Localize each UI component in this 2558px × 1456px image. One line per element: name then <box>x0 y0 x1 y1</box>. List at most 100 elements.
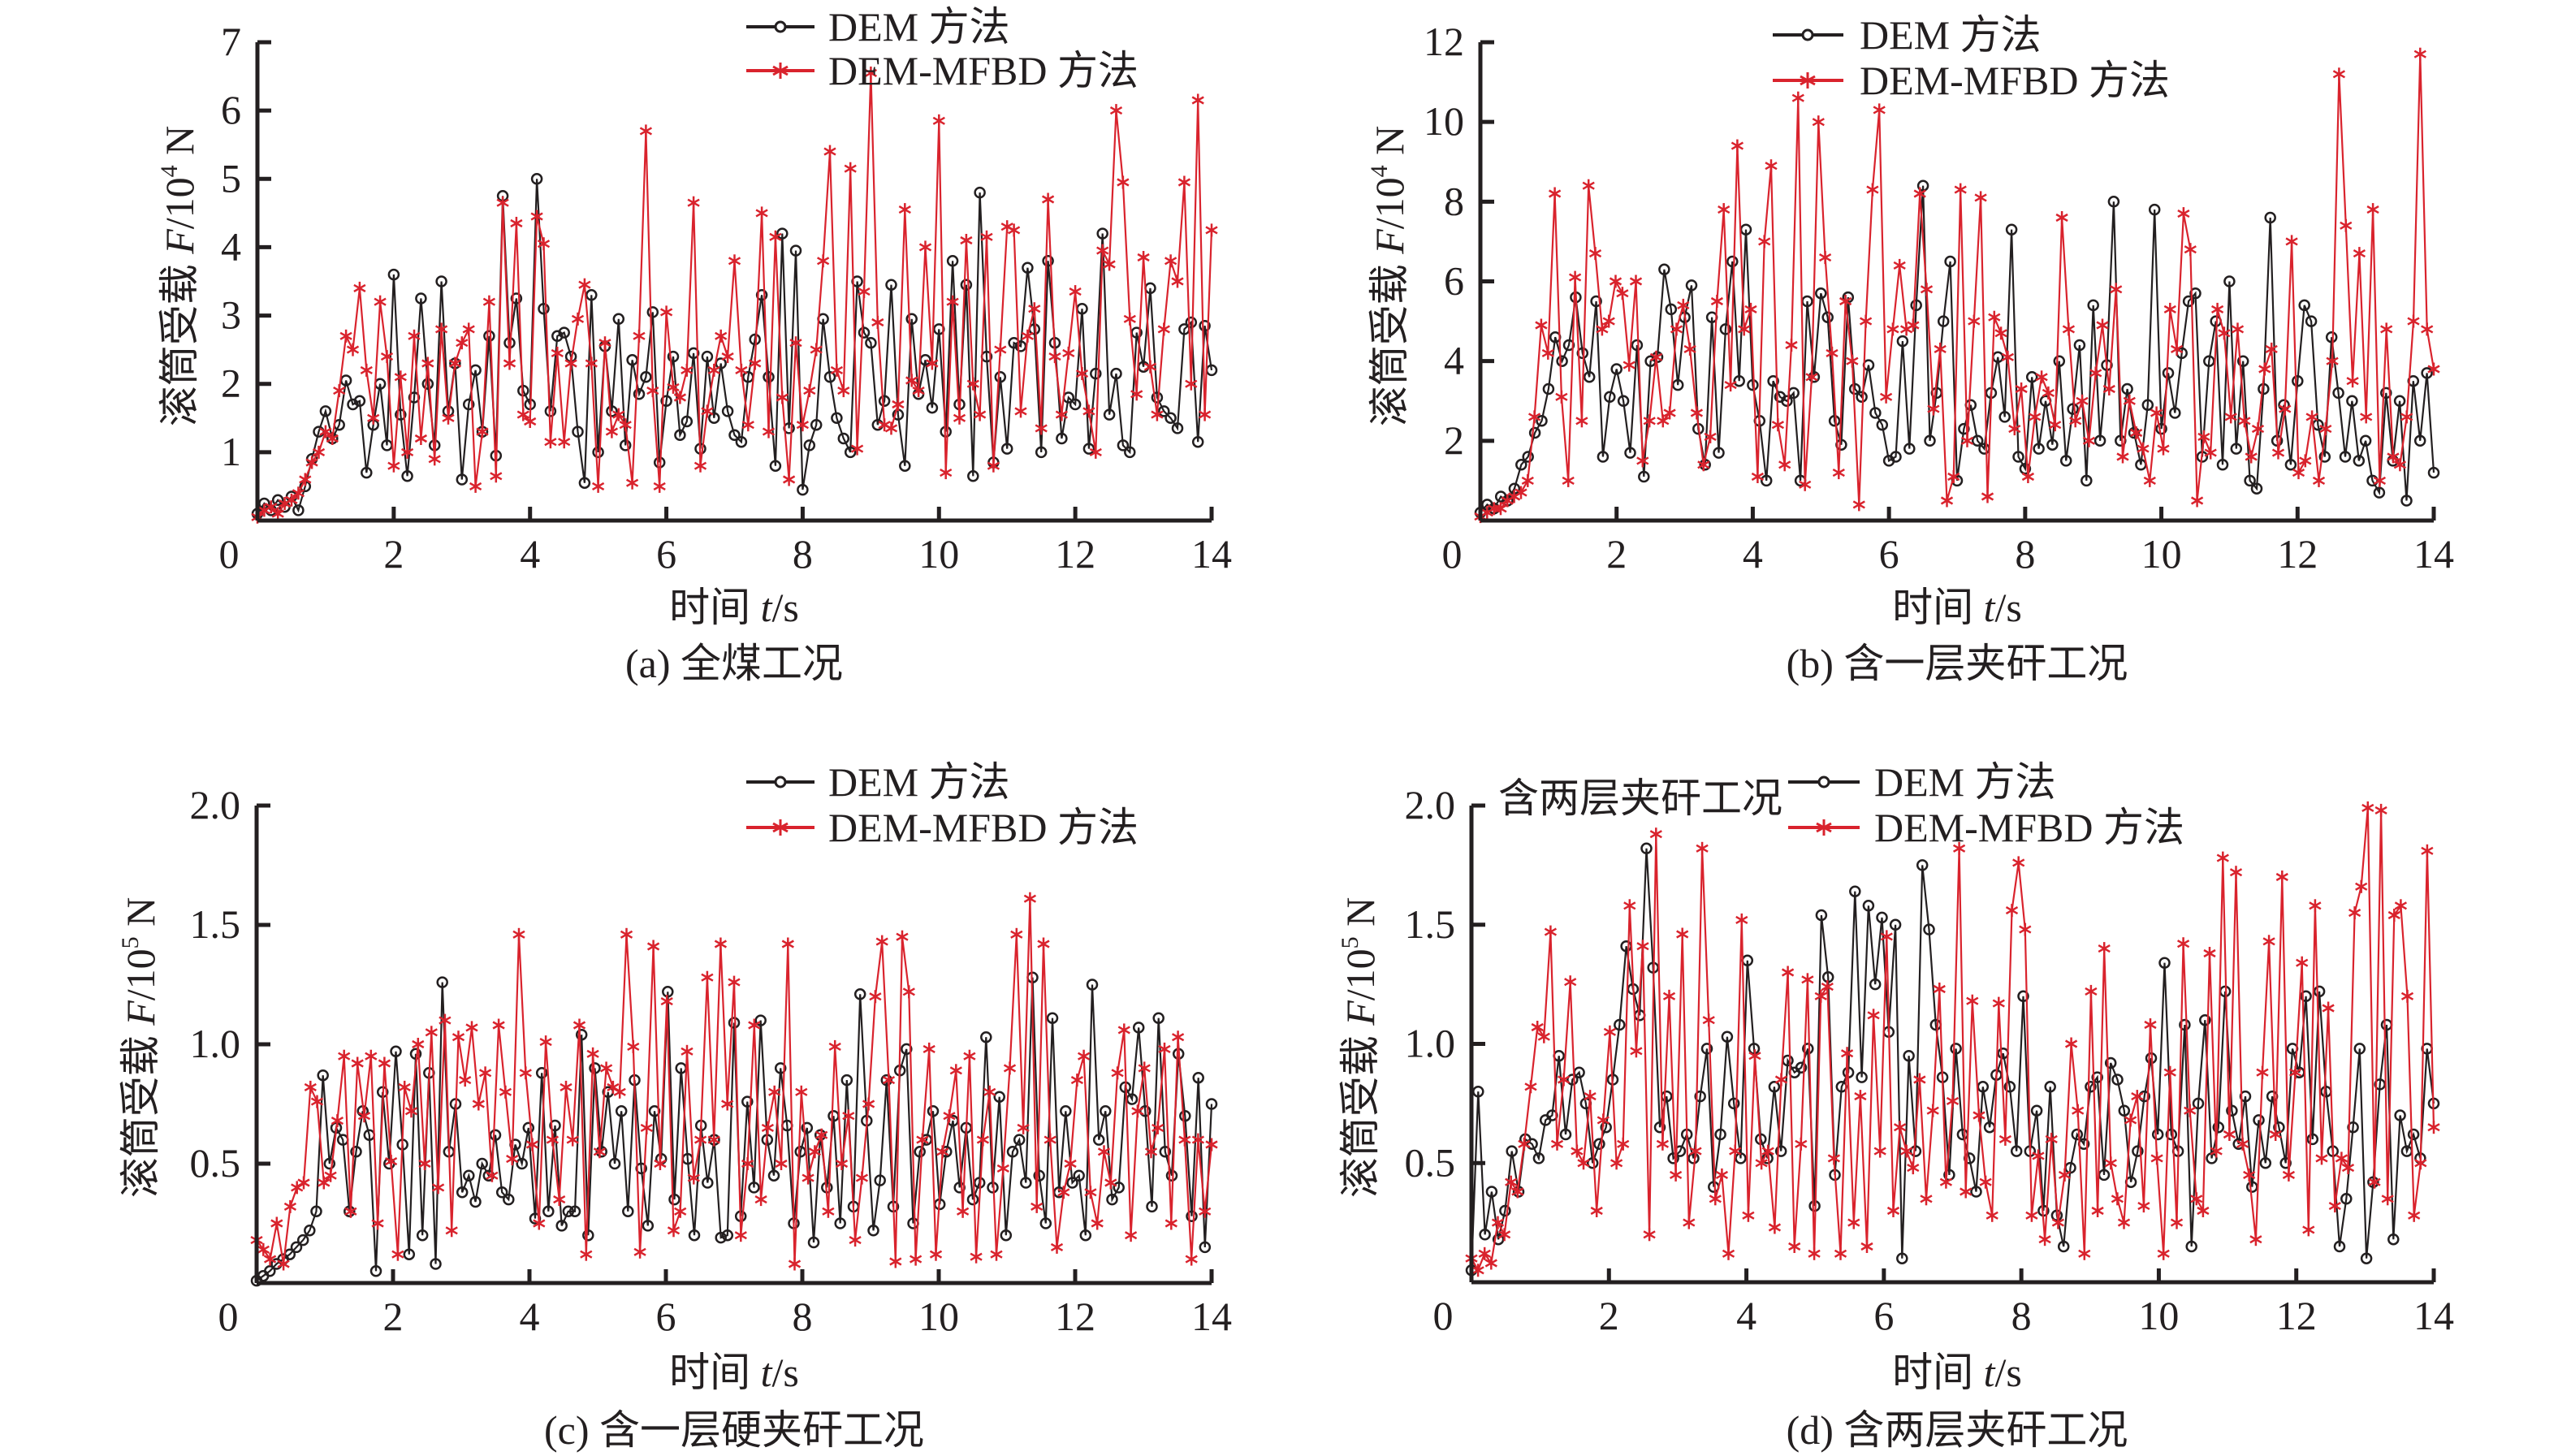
star-stroke <box>1028 305 1041 313</box>
star-stroke <box>2355 882 2368 891</box>
star-stroke <box>456 339 469 348</box>
data-point-dem-mfbd <box>326 432 339 445</box>
data-point-dem-mfbd <box>1077 1049 1091 1063</box>
legend-item-dem[interactable]: DEM 方法 <box>746 759 1010 805</box>
data-point-dem-mfbd <box>2157 442 2170 456</box>
star-stroke <box>1588 249 1602 258</box>
data-point-dem-mfbd <box>896 930 909 944</box>
data-point-dem-mfbd <box>823 145 836 158</box>
star-stroke <box>2360 413 2373 421</box>
star-stroke <box>781 940 794 948</box>
legend-item-mfbd[interactable]: DEM-MFBD 方法 <box>1788 805 2184 850</box>
data-point-dem-mfbd <box>2380 322 2393 336</box>
star-stroke <box>855 1173 869 1182</box>
star-stroke <box>1735 915 1748 924</box>
star-stroke <box>265 503 278 512</box>
data-point-dem <box>1158 405 1170 417</box>
star-stroke <box>2184 245 2197 254</box>
data-point-dem-mfbd <box>2072 1104 2085 1117</box>
star-stroke <box>2427 1123 2440 1132</box>
data-point-dem-mfbd <box>721 1097 734 1111</box>
star-stroke <box>1774 1075 1788 1084</box>
star-stroke <box>789 339 802 348</box>
data-point-dem-mfbd <box>1096 244 1109 257</box>
data-point-dem-mfbd <box>2137 1199 2150 1213</box>
star-stroke <box>878 421 891 430</box>
star-stroke <box>837 387 850 395</box>
data-point-dem <box>899 460 911 472</box>
data-point-dem <box>2313 985 2326 998</box>
legend-item-mfbd[interactable]: DEM-MFBD 方法 <box>746 805 1139 850</box>
y-tick-label: 0.5 <box>190 1140 241 1186</box>
star-stroke <box>2129 428 2143 438</box>
star-stroke <box>1643 417 1656 426</box>
data-point-dem <box>1848 382 1861 395</box>
data-point-dem <box>2059 455 2072 467</box>
data-point-dem <box>555 1220 568 1232</box>
star-stroke <box>2163 1068 2176 1077</box>
data-point-dem-mfbd <box>1497 1228 1511 1242</box>
star-stroke <box>1062 348 1075 357</box>
data-point-dem-mfbd <box>1191 1133 1205 1147</box>
data-point-dem-mfbd <box>905 374 918 387</box>
data-point-dem-mfbd <box>980 230 993 244</box>
legend-item-dem[interactable]: DEM 方法 <box>746 4 1010 50</box>
star-stroke <box>844 164 857 173</box>
data-point-dem <box>1614 1018 1626 1031</box>
star-stroke <box>1744 305 1757 313</box>
star-stroke <box>1907 321 1920 330</box>
star-stroke <box>788 1259 802 1268</box>
star-stroke <box>283 1202 297 1211</box>
star-stroke <box>1781 968 1795 977</box>
data-point-dem <box>748 1182 760 1194</box>
data-point-dem-mfbd <box>1690 406 1704 420</box>
data-point-dem <box>2305 315 2318 327</box>
data-point-dem <box>469 1195 482 1208</box>
caption-a: (a) 全煤工况 <box>625 641 843 686</box>
data-point-dem <box>927 1105 940 1117</box>
legend-item-dem[interactable]: DEM 方法 <box>1773 12 2042 58</box>
star-stroke <box>297 1178 310 1187</box>
data-point-dem-mfbd <box>305 456 318 469</box>
data-point-dem-mfbd <box>2292 466 2305 480</box>
data-point-dem-mfbd <box>1584 1090 1597 1104</box>
data-point-dem-mfbd <box>1007 223 1021 237</box>
data-point-dem-mfbd <box>573 1018 586 1032</box>
data-point-dem-mfbd <box>694 459 707 473</box>
data-point-dem <box>633 388 646 400</box>
data-point-dem-mfbd <box>1840 1047 1854 1061</box>
star-stroke <box>983 1087 996 1096</box>
data-point-dem-mfbd <box>560 1080 573 1094</box>
data-point-dem <box>2003 1081 2016 1093</box>
legend-item-dem[interactable]: DEM 方法 <box>1788 759 2056 805</box>
star-stroke <box>1548 189 1562 198</box>
data-point-dem <box>1671 378 1684 391</box>
circle-marker-icon <box>774 776 787 788</box>
star-stroke <box>2380 325 2393 334</box>
data-point-dem-mfbd <box>687 196 700 210</box>
star-stroke <box>442 413 455 422</box>
data-point-dem-mfbd <box>2157 1246 2170 1260</box>
data-point-dem-mfbd <box>837 384 850 398</box>
data-point-dem <box>2085 1081 2097 1093</box>
star-stroke <box>439 1016 452 1025</box>
data-point-dem <box>1014 340 1027 352</box>
data-point-dem-mfbd <box>452 1030 465 1044</box>
data-point-dem <box>1082 443 1095 455</box>
data-point-dem-mfbd <box>2116 450 2129 464</box>
star-stroke <box>1702 1016 1715 1025</box>
data-point-dem-mfbd <box>822 1204 835 1218</box>
star-stroke <box>1710 296 1724 306</box>
data-point-dem-mfbd <box>586 1047 599 1061</box>
data-point-dem-mfbd <box>1070 1074 1084 1087</box>
data-point-dem <box>1714 1128 1726 1141</box>
star-stroke <box>533 1219 546 1228</box>
data-point-dem-mfbd <box>1031 1199 1044 1213</box>
data-point-dem <box>642 1220 655 1232</box>
star-stroke <box>2326 356 2339 365</box>
legend-item-mfbd[interactable]: DEM-MFBD 方法 <box>1773 58 2170 103</box>
data-point-dem-mfbd <box>1683 1216 1696 1229</box>
data-point-dem <box>1576 347 1589 360</box>
legend-item-mfbd[interactable]: DEM-MFBD 方法 <box>746 48 1139 93</box>
data-point-dem-mfbd <box>782 473 796 486</box>
